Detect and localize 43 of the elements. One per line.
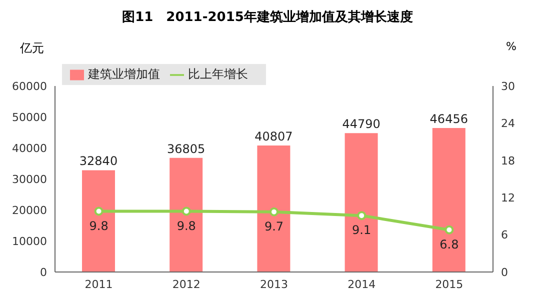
data-label: 40807 — [254, 130, 293, 144]
y2-tick-label: 30 — [501, 80, 515, 93]
y-tick-label: 40000 — [12, 142, 47, 155]
data-label: 6.8 — [440, 237, 459, 252]
x-tick-label: 2014 — [348, 278, 376, 291]
x-tick-label: 2013 — [260, 278, 288, 291]
y2-tick-label: 0 — [501, 266, 508, 279]
data-label: 9.8 — [89, 218, 108, 233]
data-label: 9.1 — [352, 223, 372, 238]
y2-tick-label: 12 — [501, 192, 515, 205]
x-tick-label: 2011 — [84, 278, 113, 291]
point — [270, 207, 278, 216]
point — [444, 225, 454, 234]
y-tick-label: 10000 — [12, 234, 47, 248]
bar — [170, 158, 203, 272]
bar — [257, 146, 290, 272]
y2-tick-label: 6 — [501, 228, 508, 242]
data-label: 46456 — [430, 112, 468, 126]
point — [182, 206, 191, 216]
point — [357, 211, 366, 220]
y-tick-label: 50000 — [12, 110, 47, 124]
data-label: 44790 — [342, 117, 380, 132]
y2-tick-label: 24 — [501, 117, 515, 130]
y-tick-label: 20000 — [12, 204, 47, 217]
x-tick-label: 2015 — [435, 278, 464, 291]
chart-title: 图11 2011-2015年建筑业增加值及其增长速度 — [121, 8, 414, 26]
x-tick-label: 2012 — [172, 278, 200, 291]
data-label: 32840 — [79, 154, 118, 168]
y2-tick-label: 18 — [501, 154, 515, 168]
bar — [344, 133, 378, 272]
data-label: 9.7 — [264, 219, 284, 234]
data-label: 36805 — [167, 142, 206, 156]
data-label: 9.8 — [176, 218, 196, 233]
y-tick-label: 0 — [40, 266, 47, 279]
y-tick-label: 60000 — [12, 80, 47, 93]
y2-axis-title: % — [506, 40, 516, 53]
point — [94, 206, 104, 216]
bar — [432, 128, 466, 272]
legend-label: 建筑业增加值 — [88, 67, 160, 81]
y-axis-title: 亿元 — [20, 40, 44, 57]
legend-label: 比上年增长 — [188, 67, 248, 81]
bar — [82, 170, 115, 272]
y-tick-label: 30000 — [12, 172, 47, 186]
